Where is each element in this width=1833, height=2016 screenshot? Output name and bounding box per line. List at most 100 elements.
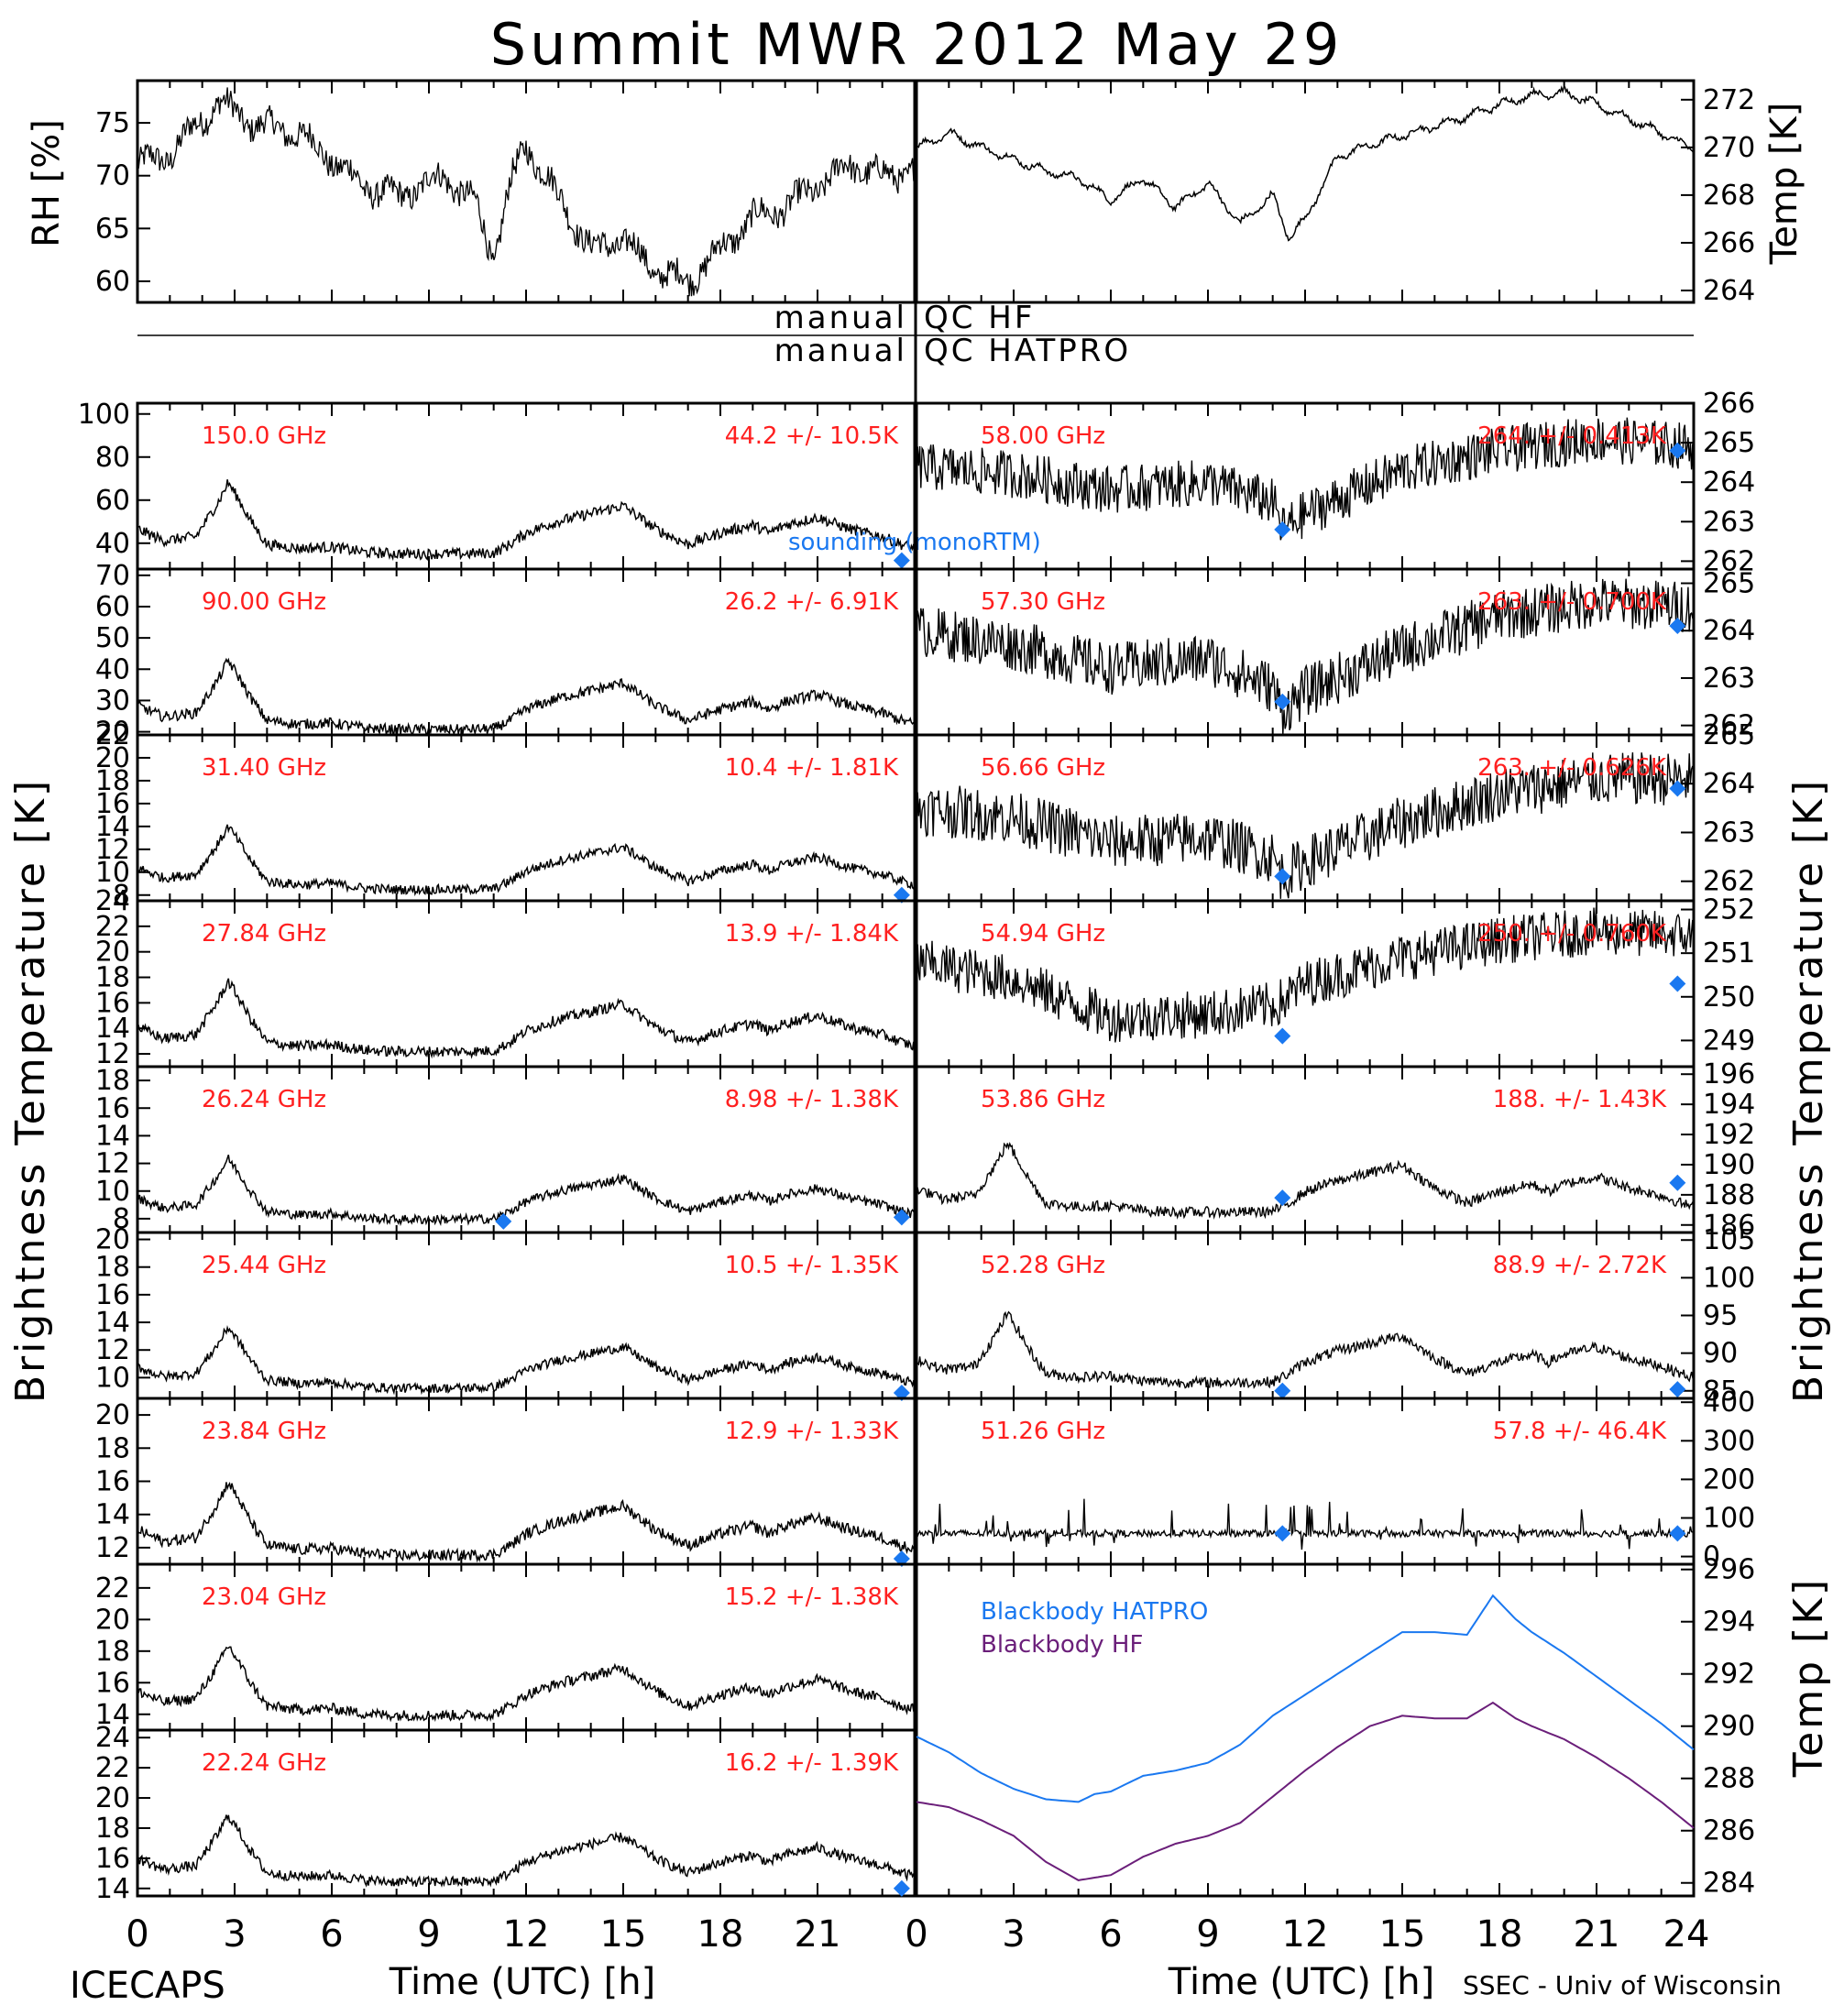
y-tick-label: 190 — [1703, 1149, 1755, 1181]
sounding-marker — [893, 886, 910, 904]
right-channel-series — [916, 1141, 1694, 1220]
y-tick-label: 250 — [1703, 981, 1755, 1013]
y-tick-label: 22 — [95, 1752, 130, 1784]
channel-frequency-label: 150.0 GHz — [202, 422, 326, 450]
qc-hatpro-left: manual — [774, 333, 907, 369]
y-tick-label: 265 — [1703, 568, 1755, 600]
y-tick-label: 262 — [1703, 545, 1755, 577]
channel-stats-label: 16.2 +/- 1.39K — [725, 1749, 899, 1777]
y-tick-label: 194 — [1703, 1089, 1755, 1121]
channel-frequency-label: 54.94 GHz — [981, 920, 1105, 948]
y-tick-label: 10 — [95, 1176, 130, 1208]
channel-frequency-label: 52.28 GHz — [981, 1252, 1105, 1279]
y-tick-label: 266 — [1703, 388, 1755, 420]
figure-title: Summit MWR 2012 May 29 — [490, 11, 1344, 78]
y-tick-label: 60 — [95, 591, 130, 623]
y-tick-label: 18 — [95, 1813, 130, 1845]
channel-frequency-label: 23.84 GHz — [202, 1418, 326, 1445]
x-tick-label: 15 — [1379, 1913, 1426, 1956]
left-channel-series — [137, 657, 916, 736]
y-tick-label: 292 — [1703, 1659, 1755, 1691]
channel-stats-label: 250. +/- 0.760K — [1477, 920, 1667, 948]
y-tick-label: 105 — [1703, 1224, 1755, 1256]
y-tick-label: 264 — [1703, 466, 1755, 499]
left-channel-series — [137, 824, 916, 897]
sounding-marker — [1274, 693, 1291, 710]
y-tick-label: 8 — [113, 880, 130, 912]
y-tick-label: 272 — [1703, 84, 1755, 116]
y-tick-label: 12 — [95, 1334, 130, 1366]
channel-stats-label: 15.2 +/- 1.38K — [725, 1583, 899, 1611]
y-tick-label: 40 — [95, 528, 130, 560]
y-tick-label: 12 — [95, 1148, 130, 1180]
right-channel-series — [916, 1310, 1695, 1389]
blackbody-hf-series — [916, 1701, 1695, 1881]
left-channel-series — [137, 1481, 916, 1563]
channel-stats-label: 263. +/- 0.626K — [1477, 754, 1667, 782]
left-channel-series — [137, 1154, 916, 1227]
y-tick-label: 70 — [95, 160, 130, 192]
y-tick-label: 16 — [95, 1279, 130, 1311]
right-bt-axis-label: Brightness Temperature [K] — [1785, 778, 1832, 1403]
sounding-marker — [893, 1879, 910, 1897]
channel-frequency-label: 90.00 GHz — [202, 588, 326, 616]
y-tick-label: 100 — [1703, 1262, 1755, 1294]
x-tick-label: 3 — [223, 1913, 246, 1956]
y-tick-label: 0 — [1703, 1541, 1720, 1573]
y-tick-label: 18 — [95, 765, 130, 797]
met-temp-series — [916, 85, 1695, 242]
footer-right: SSEC - Univ of Wisconsin — [1463, 1970, 1782, 2000]
channel-frequency-label: 57.30 GHz — [981, 588, 1105, 616]
y-tick-label: 24 — [95, 1722, 130, 1754]
met-temp-panel-frame — [915, 79, 1696, 304]
channel-frequency-label: 22.24 GHz — [202, 1749, 326, 1777]
sounding-marker — [1669, 780, 1686, 797]
left-channel-series — [137, 1324, 916, 1396]
y-tick-label: 85 — [1703, 1375, 1738, 1408]
y-tick-label: 286 — [1703, 1815, 1755, 1847]
channel-frequency-label: 58.00 GHz — [981, 422, 1105, 450]
right-channel-panels: 262 263 264 265 266 58.00 GHz 264. +/- 0.413K 2… — [915, 388, 1755, 1573]
y-tick-label: 60 — [95, 485, 130, 517]
blackbody-hatpro-series — [916, 1594, 1695, 1803]
y-tick-label: 12 — [95, 1532, 130, 1564]
channel-stats-label: 10.5 +/- 1.35K — [725, 1252, 899, 1279]
sounding-marker — [893, 1209, 910, 1226]
y-tick-label: 80 — [95, 442, 130, 474]
sounding-marker — [1274, 1189, 1291, 1207]
rh-axis-label: RH [%] — [26, 119, 68, 247]
channel-stats-label: 88.9 +/- 2.72K — [1493, 1252, 1667, 1279]
sounding-marker — [1274, 1027, 1291, 1045]
right-channel-series — [916, 752, 1695, 899]
y-tick-label: 16 — [95, 1667, 130, 1699]
y-tick-label: 20 — [95, 1604, 130, 1636]
y-tick-label: 14 — [95, 1120, 130, 1152]
sounding-marker — [1669, 975, 1686, 992]
y-tick-label: 90 — [1703, 1338, 1738, 1370]
y-tick-label: 252 — [1703, 894, 1755, 926]
y-tick-label: 265 — [1703, 719, 1755, 751]
y-tick-label: 268 — [1703, 180, 1755, 212]
channel-frequency-label: 27.84 GHz — [202, 920, 326, 948]
x-tick-label: 24 — [1663, 1913, 1710, 1956]
right-channel-series — [916, 1498, 1695, 1550]
x-tick-label: 12 — [1282, 1913, 1329, 1956]
channel-frequency-label: 23.04 GHz — [202, 1583, 326, 1611]
sounding-marker — [1274, 868, 1291, 885]
channel-stats-label: 26.2 +/- 6.91K — [725, 588, 899, 616]
x-tick-label: 21 — [795, 1913, 841, 1956]
y-tick-label: 14 — [95, 1873, 130, 1905]
y-tick-label: 266 — [1703, 227, 1755, 259]
y-tick-label: 10 — [95, 1362, 130, 1394]
x-axis-label-left: Time (UTC) [h] — [389, 1961, 655, 2003]
qc-hatpro-right: QC HATPRO — [924, 333, 1131, 369]
y-tick-label: 265 — [1703, 427, 1755, 459]
y-tick-label: 20 — [95, 742, 130, 774]
y-tick-label: 14 — [95, 1307, 130, 1339]
y-tick-label: 264 — [1703, 615, 1755, 647]
left-channel-series — [137, 479, 916, 562]
y-tick-label: 22 — [95, 1572, 130, 1605]
sounding-marker — [1274, 1382, 1291, 1399]
y-tick-label: 20 — [95, 1224, 130, 1256]
